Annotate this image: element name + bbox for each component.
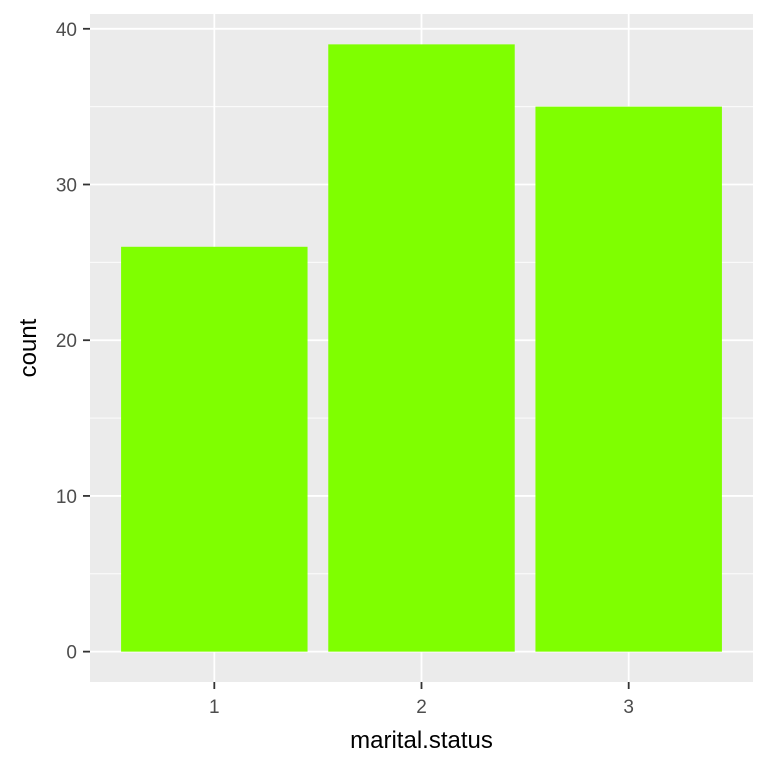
x-axis-title: marital.status <box>350 727 493 754</box>
y-axis: 0 10 20 30 40 <box>56 20 90 664</box>
bars-group <box>121 44 722 652</box>
x-tick-label: 2 <box>416 697 427 718</box>
y-tick-label: 30 <box>56 176 77 197</box>
x-tick-label: 3 <box>623 697 634 718</box>
bar-3 <box>535 106 722 652</box>
bar-1 <box>121 246 308 652</box>
y-tick-label: 40 <box>56 20 77 41</box>
y-axis-title: count <box>15 318 42 377</box>
y-tick-label: 10 <box>56 487 77 508</box>
x-tick-label: 1 <box>209 697 220 718</box>
x-axis: 1 2 3 <box>209 682 634 718</box>
y-tick-label: 20 <box>56 331 77 352</box>
bar-2 <box>328 44 515 652</box>
y-tick-label: 0 <box>66 643 77 664</box>
